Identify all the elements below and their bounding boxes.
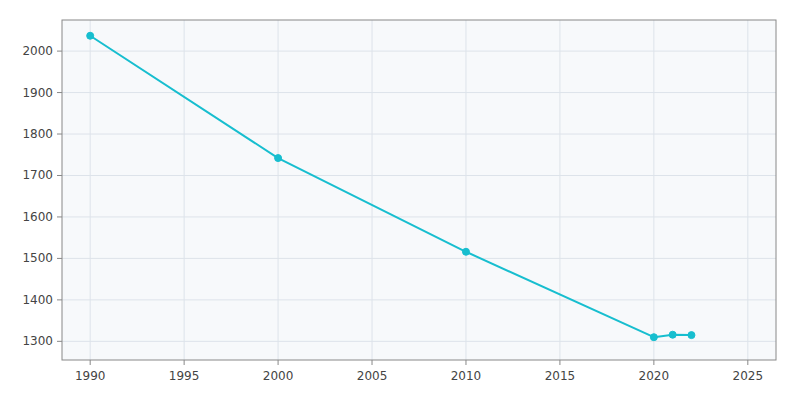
point [650, 334, 657, 341]
x-tick-label: 1990 [75, 369, 106, 383]
point [462, 248, 469, 255]
x-tick-label: 2005 [357, 369, 388, 383]
y-tick [57, 51, 62, 52]
plot-frame [62, 20, 776, 360]
x-tick-label: 2010 [451, 369, 482, 383]
y-tick-label: 1800 [22, 127, 53, 141]
point [688, 332, 695, 339]
y-grid-line [62, 216, 776, 217]
x-tick [465, 360, 466, 365]
point [87, 32, 94, 39]
y-tick [57, 258, 62, 259]
point [669, 331, 676, 338]
x-grid-line [747, 20, 748, 360]
y-grid-line [62, 92, 776, 93]
axes: 1990 1995 2000 2005 2010 2015 2020 2025 1300 1400… [22, 44, 763, 383]
y-tick [57, 299, 62, 300]
y-grid-line [62, 175, 776, 176]
x-grid-line [90, 20, 91, 360]
y-tick-label: 2000 [22, 44, 53, 58]
x-grid-line [559, 20, 560, 360]
y-grid-line [62, 51, 776, 52]
y-tick [57, 175, 62, 176]
y-tick-label: 1400 [22, 293, 53, 307]
x-tick [372, 360, 373, 365]
chart-container: 1990 1995 2000 2005 2010 2015 2020 2025 1300 1400… [0, 0, 800, 400]
y-grid-line [62, 258, 776, 259]
x-tick [278, 360, 279, 365]
y-tick-label: 1600 [22, 210, 53, 224]
line [90, 36, 691, 337]
x-grid-line [465, 20, 466, 360]
y-tick-label: 1300 [22, 334, 53, 348]
data-layer [87, 32, 695, 340]
x-tick-label: 2020 [639, 369, 670, 383]
point [275, 155, 282, 162]
y-tick-label: 1500 [22, 251, 53, 265]
chart-svg: 1990 1995 2000 2005 2010 2015 2020 2025 1300 1400… [0, 0, 800, 400]
x-grid-line [653, 20, 654, 360]
x-tick [90, 360, 91, 365]
y-grid-line [62, 341, 776, 342]
x-grid-line [372, 20, 373, 360]
y-tick [57, 341, 62, 342]
y-tick [57, 134, 62, 135]
x-grid-line [278, 20, 279, 360]
x-tick-label: 1995 [169, 369, 200, 383]
y-tick-label: 1900 [22, 86, 53, 100]
x-tick [653, 360, 654, 365]
x-tick-label: 2000 [263, 369, 294, 383]
x-grid-line [184, 20, 185, 360]
y-grid-line [62, 299, 776, 300]
plot-background [62, 20, 776, 360]
y-tick-label: 1700 [22, 168, 53, 182]
grid [62, 20, 776, 360]
y-tick [57, 92, 62, 93]
x-tick [559, 360, 560, 365]
x-tick-label: 2015 [545, 369, 576, 383]
y-tick [57, 216, 62, 217]
y-grid-line [62, 134, 776, 135]
x-tick [747, 360, 748, 365]
x-tick-label: 2025 [733, 369, 764, 383]
x-tick [184, 360, 185, 365]
